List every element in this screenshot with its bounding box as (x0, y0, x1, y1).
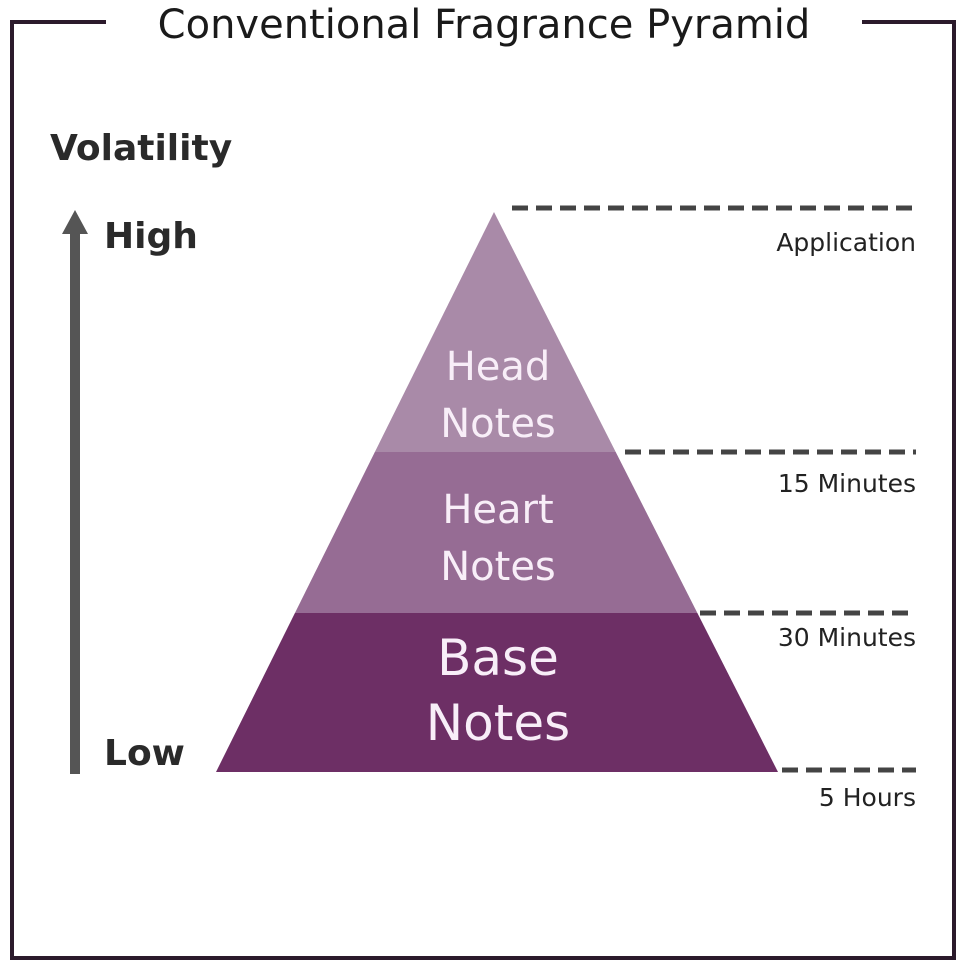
base-notes-line2: Notes (426, 694, 570, 752)
heart-notes-layer (294, 452, 698, 613)
base-notes-line1: Base (437, 629, 559, 687)
volatility-label: Volatility (50, 128, 232, 169)
volatility-arrow-shaft (70, 232, 80, 774)
time-label-application: Application (776, 228, 916, 257)
heart-notes-line1: Heart (442, 487, 553, 533)
head-notes-line1: Head (446, 344, 551, 390)
time-label-5-hours: 5 Hours (819, 783, 916, 812)
time-label-15-minutes: 15 Minutes (778, 469, 916, 498)
heart-notes-line2: Notes (440, 544, 556, 590)
low-label: Low (104, 733, 185, 774)
head-notes-layer (374, 212, 616, 452)
title: Conventional Fragrance Pyramid (158, 2, 811, 48)
base-notes-layer (216, 613, 778, 772)
title-backdrop (106, 0, 862, 48)
high-label: High (104, 216, 198, 257)
arrow-up-icon (62, 210, 88, 234)
head-notes-line2: Notes (440, 401, 556, 447)
time-label-30-minutes: 30 Minutes (778, 623, 916, 652)
